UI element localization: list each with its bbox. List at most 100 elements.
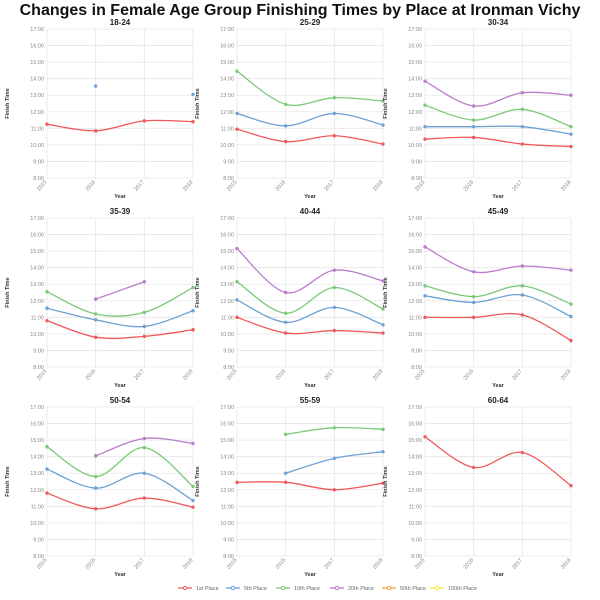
data-point (283, 124, 288, 128)
legend-marker (230, 585, 236, 591)
data-point (569, 268, 573, 272)
x-tick-label: 2016 (85, 179, 97, 192)
data-point (283, 102, 288, 107)
legend-marker (182, 585, 188, 591)
y-tick-label: 15:00 (220, 249, 234, 255)
data-point (93, 84, 98, 88)
data-point (283, 320, 288, 324)
series-1st-place (235, 480, 385, 492)
series-line (424, 293, 572, 318)
series-5th-place (235, 111, 385, 128)
y-tick-label: 17:00 (30, 405, 44, 411)
y-tick-label: 9:00 (223, 159, 234, 165)
series-line (236, 299, 384, 326)
series-line (95, 281, 145, 300)
y-tick-label: 10:00 (30, 143, 44, 149)
x-tick-label: 2016 (463, 557, 475, 570)
y-tick-label: 16:00 (408, 422, 422, 428)
panel-55-59: 55-59 8:00 9:00 10:00 11:00 12:00 13:00 14:00 15… (195, 396, 385, 578)
legend-item: 1st Place (178, 585, 219, 592)
series-line (236, 481, 384, 491)
data-point (142, 310, 147, 315)
data-point (142, 324, 147, 329)
data-point (569, 302, 573, 306)
data-point (471, 315, 476, 320)
panel-45-49: 45-49 8:00 9:00 10:00 11:00 12:00 13:00 14:00 15… (383, 207, 573, 389)
y-tick-label: 13:00 (408, 471, 422, 477)
data-point (235, 127, 239, 131)
data-point (569, 483, 573, 488)
data-point (235, 111, 239, 116)
series-10th-place (283, 425, 385, 437)
y-tick-label: 13:00 (30, 93, 44, 99)
data-point (191, 328, 195, 332)
y-axis-label: Finish Time (383, 277, 389, 307)
y-axis-label: Finish Time (383, 88, 389, 118)
y-tick-label: 15:00 (220, 60, 234, 66)
y-tick-label: 16:00 (408, 44, 422, 50)
data-point (45, 445, 49, 449)
y-tick-label: 14:00 (408, 455, 422, 461)
y-tick-label: 13:00 (408, 282, 422, 288)
data-point (283, 471, 288, 475)
x-tick-label: 2018 (560, 368, 572, 381)
y-tick-label: 17:00 (408, 405, 422, 411)
y-tick-label: 8:00 (33, 365, 44, 371)
x-axis-label: Year (304, 194, 316, 200)
data-point (381, 427, 385, 432)
x-tick-label: 2017 (133, 557, 145, 570)
x-tick-label: 2018 (182, 179, 194, 192)
data-point (423, 137, 427, 141)
series-5th-place (423, 124, 573, 136)
data-point (520, 284, 525, 288)
data-point (283, 432, 288, 437)
panel-title: 40-44 (300, 207, 321, 216)
series-line (236, 281, 384, 314)
legend-item: 100th Place (430, 585, 477, 592)
y-tick-label: 13:00 (220, 282, 234, 288)
series-5th-place (93, 84, 195, 97)
legend-item: 5th Place (226, 585, 267, 592)
y-tick-label: 12:00 (30, 110, 44, 116)
y-tick-label: 14:00 (408, 266, 422, 272)
data-point (235, 246, 239, 251)
y-tick-label: 11:00 (31, 315, 44, 321)
series-20th-place (423, 245, 573, 274)
series-10th-place (235, 280, 385, 315)
data-point (381, 123, 385, 127)
y-tick-label: 17:00 (220, 216, 234, 222)
y-tick-label: 9:00 (411, 348, 422, 354)
data-point (471, 104, 476, 108)
data-point (423, 284, 427, 288)
data-point (471, 124, 476, 129)
data-point (283, 311, 288, 315)
y-tick-label: 15:00 (408, 438, 422, 444)
legend-label: 5th Place (244, 586, 267, 592)
data-point (381, 481, 385, 485)
series-1st-place (235, 315, 385, 335)
panel-title: 50-54 (110, 396, 131, 405)
y-tick-label: 9:00 (33, 537, 44, 543)
data-point (332, 425, 337, 430)
panel-40-44: 40-44 8:00 9:00 10:00 11:00 12:00 13:00 14:00 15… (195, 207, 385, 389)
y-tick-label: 9:00 (223, 348, 234, 354)
data-point (381, 331, 385, 335)
y-tick-label: 14:00 (220, 455, 234, 461)
data-point (332, 488, 337, 492)
series-line (424, 312, 572, 342)
y-tick-label: 12:00 (30, 488, 44, 494)
series-10th-place (423, 103, 573, 129)
y-tick-label: 9:00 (223, 537, 234, 543)
y-tick-label: 8:00 (33, 176, 44, 182)
y-tick-label: 14:00 (30, 266, 44, 272)
data-point (93, 507, 98, 511)
y-tick-label: 15:00 (30, 60, 44, 66)
y-axis-label: Finish Time (383, 466, 389, 496)
panel-25-29: 25-29 8:00 9:00 10:00 11:00 12:00 13:00 14:00 15… (195, 18, 385, 200)
panel-30-34: 30-34 8:00 9:00 10:00 11:00 12:00 13:00 14:00 15… (383, 18, 573, 200)
y-tick-label: 12:00 (220, 110, 234, 116)
x-tick-label: 2016 (275, 557, 287, 570)
data-point (93, 486, 98, 490)
x-tick-label: 2018 (372, 557, 384, 570)
data-point (381, 450, 385, 454)
